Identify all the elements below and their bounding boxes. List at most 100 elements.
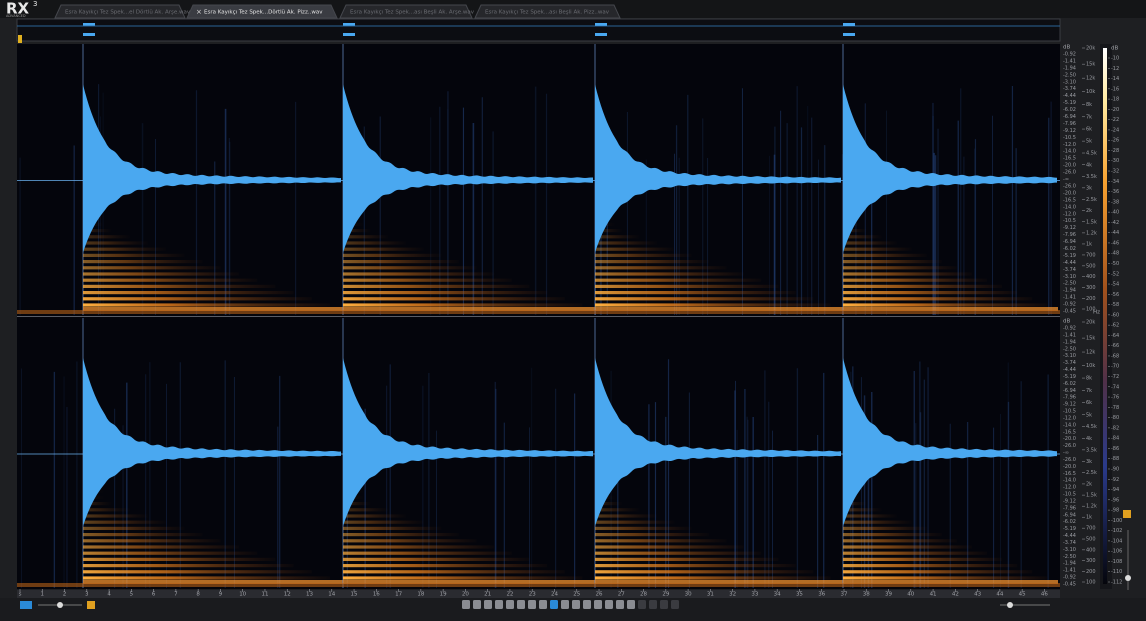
harmonic-band [843,558,1002,561]
harmonic-band [843,241,897,244]
tool-button[interactable] [528,600,536,609]
overview [17,19,1060,41]
color-scale-label: -110 [1111,569,1122,575]
color-scale-label: -108 [1111,559,1122,565]
amplitude-label: -1.41 [1063,295,1076,301]
frequency-label: 20k [1086,320,1095,326]
color-scale-label: -68 [1111,353,1119,359]
frequency-unit: Hz [1093,310,1100,316]
tool-button[interactable] [550,600,558,609]
tool-button[interactable] [572,600,580,609]
amplitude-label: -1.94 [1063,288,1076,294]
tool-button[interactable] [583,600,591,609]
freq-zoom-handle[interactable] [1007,602,1013,608]
harmonic-band [843,533,942,536]
time-label: 25 [573,592,580,598]
overview-marker [343,33,355,36]
harmonic-band [595,297,813,300]
zoom-fit-button[interactable] [20,601,32,609]
harmonic-band [83,303,330,306]
frequency-label: 10k [1086,363,1095,369]
harmonic-band [83,297,312,300]
harmonic-band [595,266,726,269]
time-label: 6 [152,592,156,598]
amplitude-label: -0.45 [1063,309,1076,315]
amplitude-label: -14.0 [1063,149,1076,155]
amplitude-label: -4.44 [1063,533,1076,539]
harmonic-band [83,235,130,238]
time-label: 12 [284,592,291,598]
tool-button[interactable] [495,600,503,609]
harmonic-band [595,558,779,561]
time-label: 30 [685,592,692,598]
tool-button[interactable] [660,600,668,609]
tool-button[interactable] [616,600,624,609]
color-scale-label: -44 [1111,230,1119,236]
harmonic-band [595,260,709,263]
tool-button[interactable] [473,600,481,609]
frequency-label: 4.5k [1086,151,1097,157]
zoom-handle[interactable] [57,602,63,608]
time-label: 24 [551,592,558,598]
amplitude-label: -6.94 [1063,512,1076,518]
amplitude-label: -2.50 [1063,346,1076,352]
logo-version: 3 [33,0,37,8]
color-scale-label: -50 [1111,261,1119,267]
frequency-label: 1.5k [1086,219,1097,225]
harmonic-band [595,570,813,573]
overview-marker [83,23,95,26]
harmonic-band [83,272,239,275]
tool-button[interactable] [649,600,657,609]
gain-handle[interactable] [1125,575,1131,581]
amplitude-unit: dB [1063,319,1070,325]
tool-button[interactable] [539,600,547,609]
amplitude-label: -6.94 [1063,239,1076,245]
tool-button[interactable] [638,600,646,609]
tool-button[interactable] [671,600,679,609]
tool-button[interactable] [594,600,602,609]
tool-button[interactable] [605,600,613,609]
time-label: 5 [130,592,134,598]
tool-button[interactable] [561,600,569,609]
amplitude-label: -14.0 [1063,422,1076,428]
color-scale-label: -92 [1111,477,1119,483]
frequency-label: 7k [1086,114,1092,120]
color-scale-label: -26 [1111,138,1119,144]
tool-button[interactable] [462,600,470,609]
harmonic-band [595,533,709,536]
harmonic-band [595,248,674,251]
overview-marker [83,33,95,36]
frequency-label: 20k [1086,46,1095,52]
harmonic-band [83,533,203,536]
harmonic-band [595,303,831,306]
harmonic-band [83,539,221,542]
frequency-label: 1.2k [1086,230,1097,236]
amplitude-label: -6.02 [1063,246,1076,252]
harmonic-band [343,291,547,294]
harmonic-band [343,545,494,548]
harmonic-band [595,291,796,294]
color-scale-label: -46 [1111,240,1119,246]
auto-gain-button[interactable] [1123,510,1131,518]
time-label: 42 [952,592,959,598]
tool-button[interactable] [517,600,525,609]
overview-marker [843,23,855,26]
amplitude-label: -20.0 [1063,163,1076,169]
amplitude-label: -2.50 [1063,72,1076,78]
tool-button[interactable] [484,600,492,609]
amplitude-unit: dB [1063,45,1070,51]
auto-button[interactable] [87,601,95,609]
amplitude-label: -0.92 [1063,326,1076,332]
tool-button[interactable] [627,600,635,609]
time-label: 19 [440,592,447,598]
harmonic-band [843,291,1017,294]
harmonic-band [343,279,512,282]
frequency-label: 8k [1086,376,1092,382]
harmonic-band [843,260,942,263]
tool-button[interactable] [506,600,514,609]
time-label: 26 [596,592,603,598]
harmonic-band [843,266,957,269]
amplitude-label: -26.0 [1063,170,1076,176]
color-scale-label: -60 [1111,312,1119,318]
frequency-label: 15k [1086,336,1095,342]
